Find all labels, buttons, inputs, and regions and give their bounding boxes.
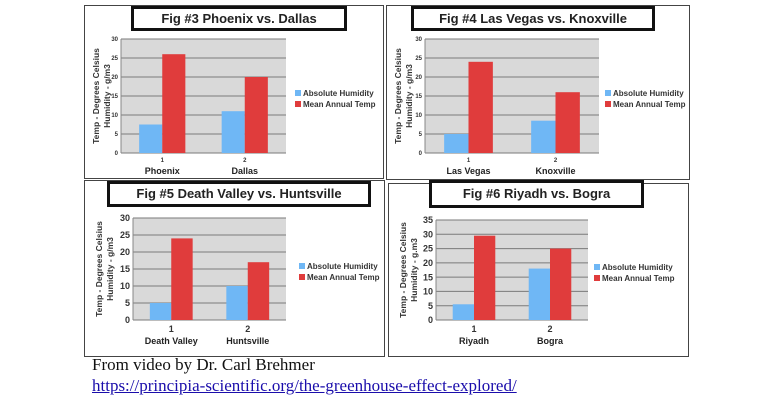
- chart-fig5: 0 5 10 15 20 25 30 1 Death Valley 2 Huntsville Temp…: [94, 213, 380, 346]
- legend-swatch: [605, 90, 611, 96]
- legend-label: Mean Annual Temp: [613, 100, 686, 109]
- legend-swatch: [299, 263, 305, 269]
- legend-label: Mean Annual Temp: [307, 273, 380, 282]
- y-tick-label: 20: [415, 75, 422, 81]
- x-category-label: Bogra: [537, 336, 564, 346]
- legend-label: Absolute Humidity: [303, 89, 374, 98]
- legend-label: Absolute Humidity: [602, 263, 673, 272]
- y-tick-label: 20: [111, 75, 118, 81]
- chart-fig6: 0 5 10 15 20 25 30 35 1 Riyadh 2 Bogra Temp - Degree…: [398, 215, 675, 346]
- y-tick-label: 0: [125, 315, 130, 325]
- chart-title: Fig #6 Riyadh vs. Bogra: [429, 180, 644, 208]
- bar-absolute-humidity: [444, 134, 469, 153]
- y-axis-label: Humidity - g/m3: [105, 237, 115, 301]
- y-tick-label: 10: [423, 287, 433, 297]
- y-tick-label: 20: [120, 247, 130, 257]
- bar-absolute-humidity: [452, 304, 474, 320]
- legend-swatch: [594, 264, 600, 270]
- credit-text: From video by Dr. Carl Brehmer: [92, 355, 315, 374]
- y-tick-label: 25: [120, 230, 130, 240]
- bar-absolute-humidity: [226, 286, 248, 320]
- bar-mean-annual-temp: [244, 77, 268, 153]
- y-tick-label: 30: [120, 213, 130, 223]
- x-category-label: Knoxville: [535, 166, 575, 176]
- legend-swatch: [295, 90, 301, 96]
- y-tick-label: 30: [423, 229, 433, 239]
- y-tick-label: 5: [115, 132, 119, 138]
- y-axis-label: Temp - Degrees Celsius: [91, 48, 101, 144]
- y-tick-label: 5: [125, 298, 130, 308]
- y-axis-label: Temp - Degrees Celsius: [398, 222, 408, 318]
- chart-fig3: 0 5 10 15 20 25 30 1 Phoenix 2 Dallas Temp - Degree…: [91, 37, 376, 176]
- y-tick-label: 15: [120, 264, 130, 274]
- y-axis-label: Temp - Degrees Celsius: [393, 48, 403, 144]
- y-tick-label: 10: [120, 281, 130, 291]
- y-tick-label: 25: [111, 56, 118, 62]
- y-tick-label: 5: [419, 132, 423, 138]
- x-tick-label: 1: [161, 158, 165, 164]
- x-tick-label: 1: [467, 158, 471, 164]
- y-tick-label: 20: [423, 258, 433, 268]
- y-tick-label: 10: [111, 113, 118, 119]
- bar-absolute-humidity: [149, 303, 172, 320]
- legend-swatch: [594, 275, 600, 281]
- y-tick-label: 0: [419, 151, 423, 157]
- y-axis-label: Humidity - g.m3: [409, 238, 419, 302]
- chart-panel-fig3: 0 5 10 15 20 25 30 1 Phoenix 2 Dallas Temp - Degree…: [84, 5, 384, 179]
- chart-panel-fig5: 0 5 10 15 20 25 30 1 Death Valley 2 Huntsville Temp…: [84, 180, 385, 357]
- y-tick-label: 25: [415, 56, 422, 62]
- y-tick-label: 30: [111, 37, 118, 43]
- x-category-label: Phoenix: [145, 166, 180, 176]
- chart-title: Fig #5 Death Valley vs. Huntsville: [107, 181, 371, 207]
- y-axis-label: Humidity - g/m3: [102, 64, 112, 128]
- bar-mean-annual-temp: [162, 54, 186, 154]
- y-tick-label: 0: [428, 315, 433, 325]
- y-tick-label: 35: [423, 215, 433, 225]
- legend-label: Absolute Humidity: [613, 89, 684, 98]
- chart-title: Fig #3 Phoenix vs. Dallas: [131, 6, 347, 31]
- legend-swatch: [605, 101, 611, 107]
- y-tick-label: 25: [423, 244, 433, 254]
- x-tick-label: 2: [245, 324, 250, 334]
- bar-absolute-humidity: [221, 111, 245, 153]
- x-tick-label: 1: [169, 324, 174, 334]
- legend-label: Mean Annual Temp: [303, 100, 376, 109]
- y-tick-label: 15: [111, 94, 118, 100]
- x-category-label: Riyadh: [459, 336, 489, 346]
- y-tick-label: 0: [115, 151, 119, 157]
- x-tick-label: 2: [554, 158, 558, 164]
- x-tick-label: 1: [471, 324, 476, 334]
- y-axis-label: Temp - Degrees Celsius: [94, 221, 104, 317]
- x-category-label: Las Vegas: [446, 166, 490, 176]
- y-tick-label: 10: [415, 113, 422, 119]
- x-category-label: Dallas: [231, 166, 258, 176]
- legend-swatch: [295, 101, 301, 107]
- y-tick-label: 15: [423, 272, 433, 282]
- x-tick-label: 2: [547, 324, 552, 334]
- legend-label: Absolute Humidity: [307, 262, 378, 271]
- bar-mean-annual-temp: [555, 92, 580, 153]
- bar-mean-annual-temp: [474, 235, 496, 320]
- y-tick-label: 15: [415, 94, 422, 100]
- chart-panel-fig4: 0 5 10 15 20 25 30 1 Las Vegas 2 Knoxville Temp - D…: [386, 5, 690, 180]
- bar-mean-annual-temp: [468, 61, 493, 153]
- y-tick-label: 30: [415, 37, 422, 43]
- bar-mean-annual-temp: [247, 262, 270, 320]
- chart-title: Fig #4 Las Vegas vs. Knoxville: [411, 6, 655, 31]
- bar-absolute-humidity: [528, 268, 550, 320]
- legend-swatch: [299, 274, 305, 280]
- x-category-label: Huntsville: [226, 336, 269, 346]
- bar-absolute-humidity: [531, 120, 556, 153]
- x-tick-label: 2: [243, 158, 247, 164]
- y-axis-label: Humidity - g/m3: [404, 64, 414, 128]
- bar-absolute-humidity: [139, 124, 163, 153]
- bar-mean-annual-temp: [550, 248, 572, 320]
- chart-panel-fig6: 0 5 10 15 20 25 30 35 1 Riyadh 2 Bogra Temp - Degree…: [388, 180, 689, 357]
- y-tick-label: 5: [428, 301, 433, 311]
- chart-fig4: 0 5 10 15 20 25 30 1 Las Vegas 2 Knoxville Temp - D…: [393, 37, 686, 176]
- x-category-label: Death Valley: [145, 336, 198, 346]
- legend-label: Mean Annual Temp: [602, 274, 675, 283]
- bar-mean-annual-temp: [171, 238, 193, 320]
- source-link[interactable]: https://principia-scientific.org/the-gre…: [92, 376, 517, 395]
